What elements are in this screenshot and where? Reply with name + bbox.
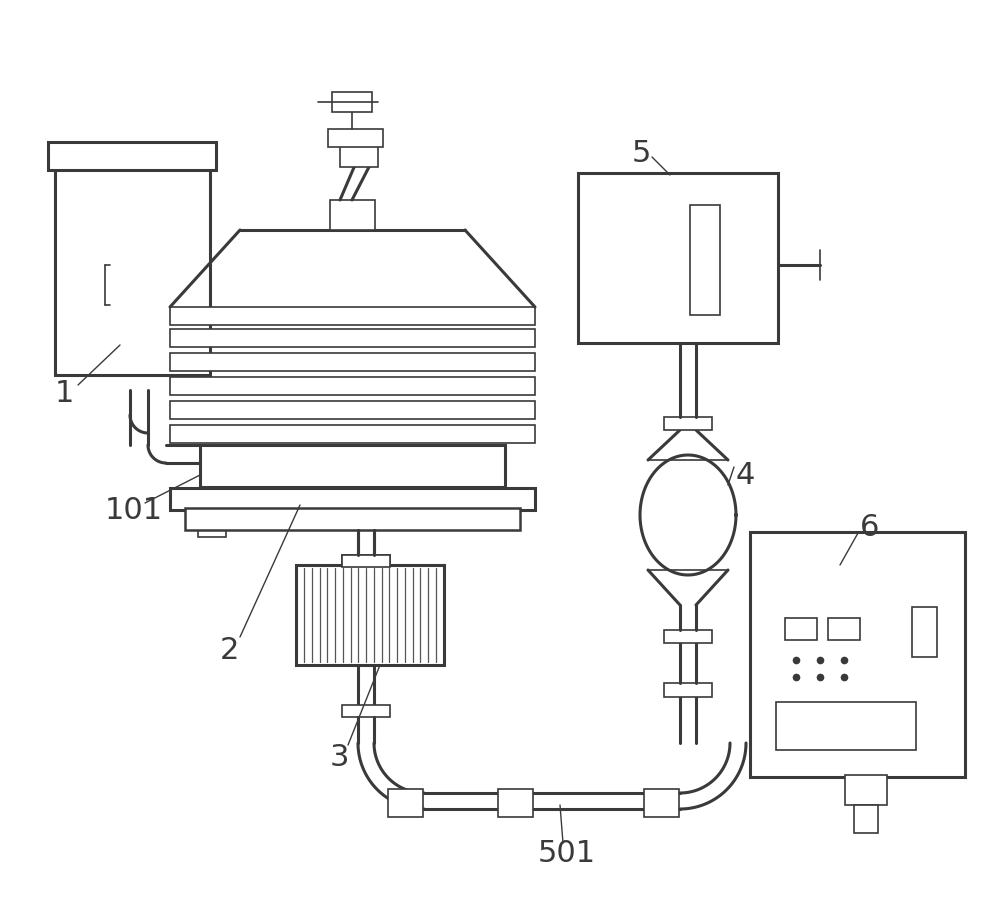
Text: 3: 3	[330, 742, 350, 771]
Bar	[342, 705, 390, 717]
Bar	[198, 522, 226, 537]
Bar	[55, 165, 210, 375]
Bar	[342, 555, 390, 567]
Text: 6: 6	[860, 512, 879, 541]
Bar	[498, 789, 533, 817]
Bar	[328, 129, 383, 147]
Bar	[342, 555, 390, 567]
Text: 2: 2	[220, 635, 239, 664]
Bar	[664, 683, 712, 697]
Text: 501: 501	[538, 839, 596, 868]
Bar	[750, 532, 965, 777]
Bar	[170, 307, 535, 325]
Bar	[828, 618, 860, 640]
Bar	[332, 92, 372, 112]
Bar	[200, 445, 505, 487]
Bar	[854, 805, 878, 833]
Bar	[388, 789, 423, 817]
Bar	[776, 702, 916, 750]
Text: 1: 1	[55, 378, 74, 407]
Bar	[48, 142, 216, 170]
Bar	[170, 377, 535, 395]
Text: 4: 4	[736, 461, 755, 490]
Bar	[690, 205, 720, 315]
Bar	[170, 353, 535, 371]
Bar	[170, 401, 535, 419]
Bar	[170, 329, 535, 347]
Bar	[644, 789, 679, 817]
Bar	[845, 775, 887, 805]
Bar	[664, 630, 712, 643]
Bar	[664, 417, 712, 430]
Bar	[170, 488, 535, 510]
Bar	[785, 618, 817, 640]
Bar	[296, 565, 444, 665]
Bar	[912, 607, 937, 657]
Bar	[185, 508, 520, 530]
Bar	[340, 145, 378, 167]
Bar	[578, 173, 778, 343]
Bar	[170, 425, 535, 443]
Bar	[330, 200, 375, 230]
Text: 5: 5	[632, 138, 651, 167]
Text: 101: 101	[105, 496, 163, 525]
